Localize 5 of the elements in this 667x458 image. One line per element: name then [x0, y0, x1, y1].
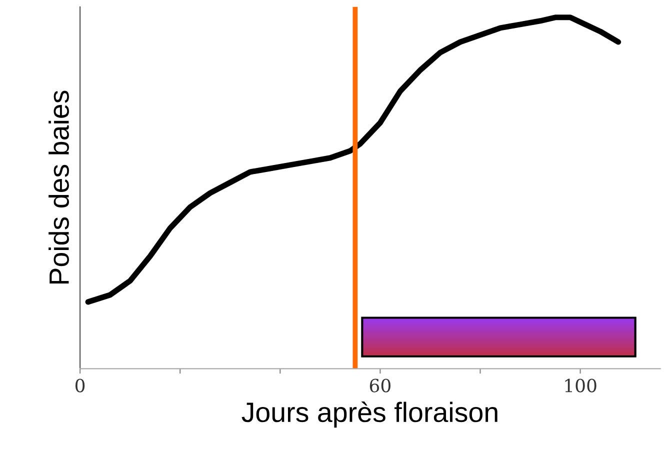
x-axis-title: Jours après floraison	[242, 401, 498, 428]
x-tick-label: 60	[370, 378, 390, 392]
y-axis-title: Poids des baies	[48, 90, 69, 284]
x-tick-label: 0	[75, 378, 85, 392]
x-tick-label: 100	[565, 378, 596, 392]
